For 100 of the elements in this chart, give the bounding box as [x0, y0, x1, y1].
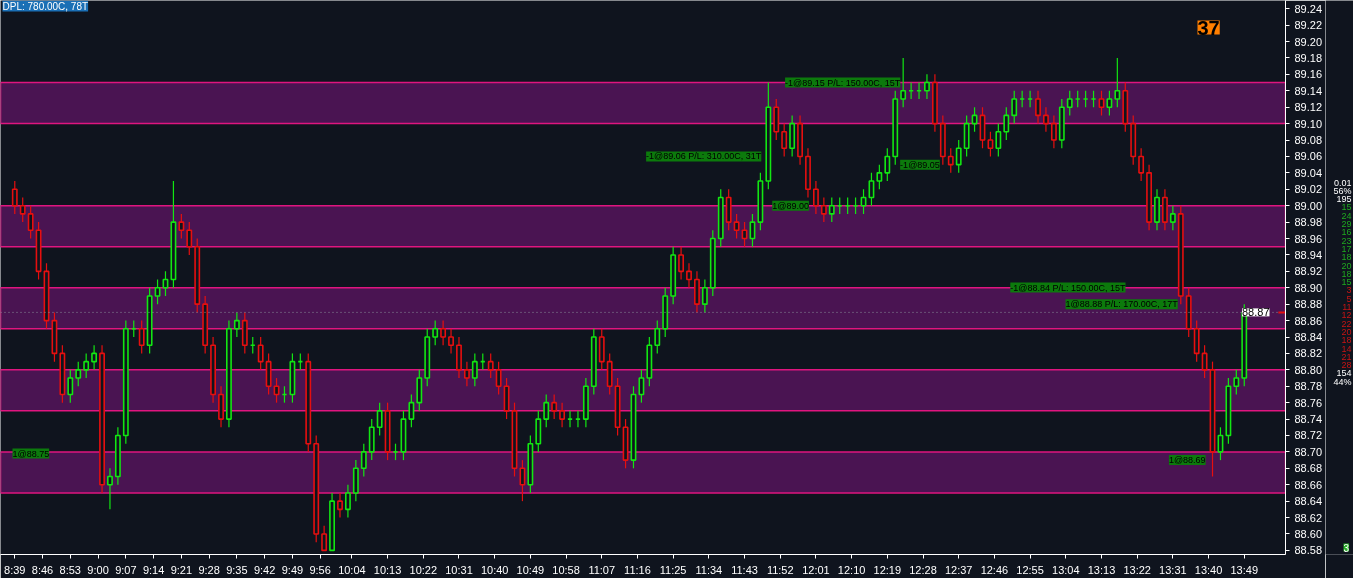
x-tick-label: 8:46 [31, 563, 54, 576]
x-tick-label: 12:46 [980, 563, 1009, 576]
y-tick-label: 89.18 [1294, 51, 1323, 64]
annotation: 1@88.75 [12, 448, 50, 459]
x-tick-label: 10:49 [516, 563, 545, 576]
text: 24 [1341, 210, 1352, 221]
y-tick-label: 88.58 [1294, 544, 1323, 557]
y-tick-label: 88.66 [1294, 478, 1323, 491]
y-tick-label: 88.84 [1294, 331, 1323, 343]
x-tick-label: 13:40 [1194, 563, 1223, 576]
y-tick-label: 88.62 [1294, 511, 1323, 524]
text: 5 [1346, 293, 1352, 304]
x-tick-label: 11:25 [659, 563, 687, 576]
text: 18 [1341, 335, 1352, 346]
x-tick-label: 11:07 [588, 563, 616, 576]
text: 14 [1341, 343, 1352, 354]
text: 195 [1336, 194, 1352, 205]
y-tick-label: 88.94 [1294, 248, 1323, 261]
text: 56% [1333, 185, 1352, 196]
x-tick-label: 9:42 [253, 563, 276, 576]
y-tick-label: 89.24 [1294, 2, 1323, 15]
y-tick-label: 88.68 [1294, 462, 1323, 475]
y-tick-label: 89.12 [1294, 101, 1323, 114]
x-tick-label: 10:58 [552, 563, 580, 576]
x-tick-label: 12:28 [909, 563, 937, 576]
x-tick-label: 9:35 [226, 563, 248, 576]
text: 3 [1346, 285, 1352, 296]
text: 29 [1341, 219, 1352, 229]
text: 44% [1333, 376, 1352, 387]
annotation: -1@88.84 P/L: 150.00C, 15T [1010, 282, 1126, 293]
text: 22 [1341, 318, 1352, 329]
y-tick-label: 88.76 [1294, 396, 1323, 409]
x-tick-label: 9:00 [87, 563, 109, 576]
x-tick-label: 11:34 [695, 563, 723, 576]
text: 15 [1341, 277, 1352, 288]
y-tick-label: 89.04 [1294, 166, 1323, 179]
x-tick-label: 10:31 [445, 563, 473, 576]
x-tick-label: 10:22 [409, 563, 438, 576]
ref-line-label: 88.87 [1241, 306, 1270, 319]
x-tick-label: 10:13 [373, 563, 402, 576]
y-tick-label: 88.96 [1294, 232, 1323, 245]
y-tick-label: 88.92 [1294, 265, 1323, 278]
annotation: -1@89.06 P/L: 310.00C, 31T [646, 151, 762, 162]
text: 0.01 [1333, 177, 1352, 188]
x-tick-label: 10:04 [338, 563, 366, 576]
y-tick-label: 89.20 [1294, 35, 1323, 48]
y-tick-label: 88.74 [1294, 413, 1323, 426]
x-tick-label: 11:52 [766, 563, 794, 576]
y-tick-label: 88.78 [1294, 380, 1323, 393]
annotation: DPL: 780.00C, 78T [2, 0, 89, 12]
y-tick-label: 88.98 [1294, 216, 1323, 229]
x-tick-label: 9:21 [170, 563, 193, 576]
y-tick-label: 88.64 [1294, 495, 1323, 508]
text: 3 [1343, 542, 1350, 554]
y-tick-label: 89.00 [1294, 199, 1323, 212]
x-tick-label: 12:01 [802, 563, 830, 576]
text: 12 [1341, 310, 1352, 321]
text: 11 [1342, 302, 1352, 312]
x-tick-label: 13:31 [1159, 563, 1187, 576]
x-tick-label: 13:22 [1123, 563, 1151, 576]
x-tick-label: 13:49 [1230, 563, 1259, 576]
text: 18 [1341, 252, 1352, 263]
annotation: 1@88.88 P/L: 170.00C, 17T [1065, 299, 1179, 310]
x-tick-label: 12:37 [944, 563, 973, 576]
y-tick-label: 89.02 [1294, 183, 1323, 196]
text: 18 [1341, 268, 1352, 279]
text: 28 [1341, 360, 1352, 371]
x-tick-label: 13:04 [1052, 563, 1080, 576]
x-tick-label: 8:53 [59, 563, 82, 576]
text: 17 [1341, 243, 1352, 254]
annotation: 1@88.69 [1168, 455, 1206, 466]
y-tick-label: 89.22 [1294, 19, 1323, 32]
y-tick-label: 88.82 [1294, 347, 1323, 360]
text: 154 [1336, 368, 1352, 379]
y-tick-label: 89.14 [1294, 84, 1323, 97]
annotation: -1@89.05 [900, 159, 940, 170]
x-tick-label: 10:40 [480, 563, 509, 576]
x-tick-label: 11:16 [624, 563, 651, 576]
x-tick-label: 9:28 [198, 563, 220, 576]
y-tick-label: 88.88 [1294, 298, 1323, 311]
y-tick-label: 88.60 [1294, 527, 1323, 540]
y-tick-label: 89.08 [1294, 134, 1323, 147]
x-tick-label: 12:55 [1016, 563, 1044, 576]
x-tick-label: 12:19 [873, 563, 902, 576]
x-tick-label: 9:49 [281, 563, 304, 576]
text: 16 [1341, 227, 1352, 238]
text: 15 [1341, 202, 1352, 213]
annotation: -1@89.15 P/L: 150.00C, 15T [785, 77, 901, 88]
annotation: 1@89.00 [772, 200, 809, 211]
x-tick-label: 9:56 [309, 563, 331, 576]
y-tick-label: 88.86 [1294, 314, 1323, 327]
x-tick-label: 9:07 [115, 563, 137, 576]
y-tick-label: 89.16 [1294, 68, 1323, 81]
text: 23 [1341, 235, 1352, 246]
y-tick-label: 88.90 [1294, 281, 1323, 294]
annotation: 37 [1197, 16, 1220, 39]
y-tick-label: 89.06 [1294, 150, 1323, 163]
x-tick-label: 9:14 [142, 563, 165, 576]
x-tick-label: 13:13 [1087, 563, 1116, 576]
x-tick-label: 12:10 [837, 563, 866, 576]
